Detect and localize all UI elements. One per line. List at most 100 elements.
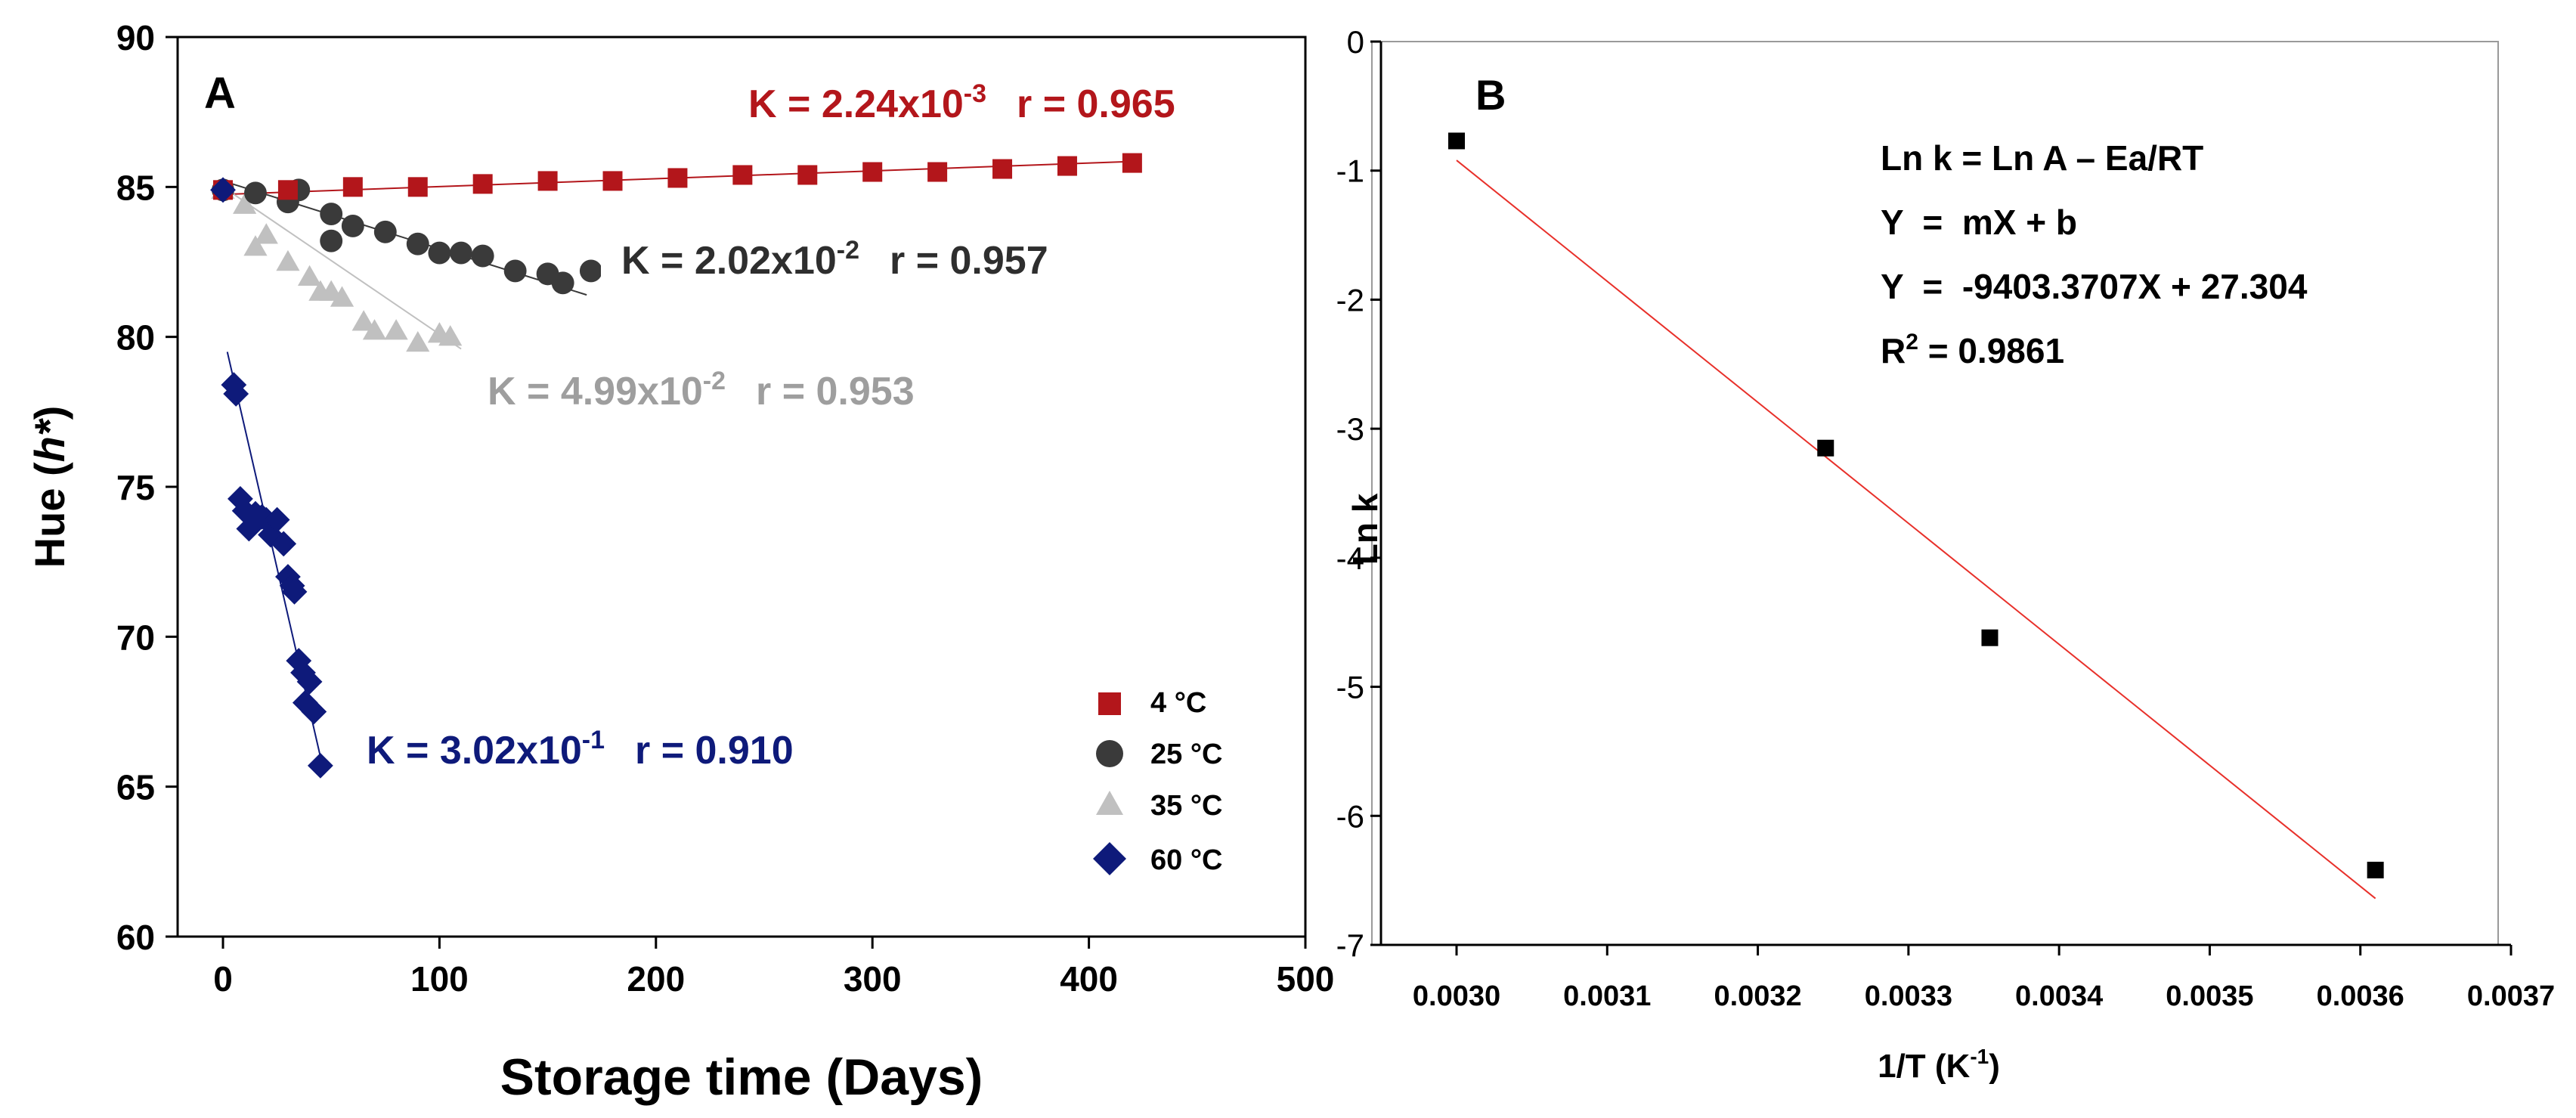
data-point-4-c (537, 171, 558, 191)
data-point-ln-k (1817, 439, 1834, 457)
data-point-25-c (551, 271, 574, 295)
y-tick-label: -1 (1336, 153, 1364, 189)
data-point-35-c (297, 265, 322, 286)
data-point-25-c (471, 244, 494, 268)
x-tick-label: 400 (1060, 959, 1118, 999)
equation-block: Ln k = Ln A – Ea/RT Y = mX + b Y = -9403… (1881, 138, 2308, 370)
data-point-4-c (1057, 156, 1077, 176)
data-point-60-c (307, 753, 333, 779)
y-tick-label: -5 (1336, 670, 1364, 705)
panel-b-fit-line (1456, 159, 2376, 900)
data-point-35-c (438, 325, 463, 346)
data-point-35-c (406, 331, 430, 352)
annotation-60c: K = 3.02x10-1 r = 0.910 (348, 714, 892, 779)
data-point-35-c (330, 286, 355, 307)
data-point-4-c (342, 177, 363, 197)
panel-b-x-axis-title: 1/T (K-1) (1878, 1045, 2000, 1085)
data-point-60-c (296, 668, 323, 695)
x-tick-label: 300 (844, 959, 902, 999)
annotation-4c: K = 2.24x10-3 r = 0.965 (722, 68, 1266, 132)
x-tick-label: 0.0035 (2166, 980, 2253, 1012)
y-tick-label: 80 (116, 318, 155, 358)
panel-a-x-axis-title: Storage time (Days) (500, 1048, 983, 1106)
x-tick-label: 0.0032 (1714, 980, 1801, 1012)
legend-label-60c: 60 °C (1150, 844, 1222, 876)
panel-b-axes: 0 -1 -2 -3 -4 -5 -6 -7 0.0030 0.0031 0.0032 0.0033 0… (1336, 24, 2555, 1012)
panel-b-data-points (1448, 132, 2384, 878)
data-point-4-c (407, 177, 428, 197)
data-point-60-c (301, 698, 327, 725)
data-point-4-c (602, 171, 623, 191)
data-point-25-c (450, 241, 472, 265)
data-point-60-c (210, 177, 236, 203)
data-point-25-c (320, 203, 343, 225)
annotation-60c-r: r = 0.910 (635, 729, 794, 773)
legend-marker-4c (1098, 692, 1121, 715)
series-60-c (210, 177, 333, 779)
data-point-60-c (264, 506, 290, 533)
data-point-60-c (223, 381, 249, 407)
data-point-25-c (341, 214, 364, 237)
data-point-4-c (797, 165, 818, 185)
annotation-25c-k: K = 2.02x10 (621, 239, 837, 283)
data-point-25-c (428, 241, 451, 265)
panel-b: 0 -1 -2 -3 -4 -5 -6 -7 0.0030 0.0031 0.0032 0.0033 0… (1336, 24, 2555, 1085)
equation-line-1: Ln k = Ln A – Ea/RT (1881, 138, 2203, 178)
annotation-35c: K = 4.99x10-2 r = 0.953 (469, 355, 1017, 422)
data-point-60-c (271, 531, 297, 557)
data-point-ln-k (1981, 629, 1999, 646)
panel-a-label: A (204, 69, 236, 118)
data-point-25-c (244, 181, 267, 205)
annotation-35c-r: r = 0.953 (756, 370, 915, 413)
svg-text:K = 2.02x10-2r = 0.957: K = 2.02x10-2 r = 0.957 (621, 236, 1048, 283)
annotation-4c-r: r = 0.965 (1017, 82, 1175, 126)
x-tick-label: 0.0036 (2317, 980, 2404, 1012)
fit-line-35-c (222, 186, 462, 350)
equation-line-3: Y = -9403.3707X + 27.304 (1881, 267, 2308, 306)
data-point-4-c (862, 162, 883, 182)
panel-a: 0 100 200 300 400 500 60 65 70 75 80 85 90 A K = 2.2… (26, 18, 1334, 1106)
y-tick-label: 75 (116, 468, 155, 507)
data-point-25-c (373, 220, 397, 243)
legend-label-25c: 25 °C (1150, 739, 1222, 770)
data-point-ln-k (2367, 861, 2384, 878)
data-point-35-c (351, 310, 376, 331)
panel-a-legend: 4 °C 25 °C 35 °C 60 °C (1093, 687, 1222, 876)
y-tick-label: 0 (1347, 24, 1364, 60)
legend-marker-25c (1096, 740, 1123, 767)
y-tick-label: 70 (116, 618, 155, 657)
data-point-60-c (281, 578, 308, 605)
legend-label-4c: 4 °C (1150, 687, 1206, 719)
data-point-35-c (254, 223, 278, 244)
legend-marker-60c (1093, 842, 1126, 875)
panel-a-data-points (210, 153, 1142, 779)
data-point-35-c (243, 235, 268, 256)
data-point-25-c (579, 259, 602, 283)
annotation-60c-k: K = 3.02x10 (367, 729, 582, 773)
data-point-4-c (277, 180, 298, 200)
series-35-c (211, 178, 463, 352)
data-point-4-c (1122, 153, 1142, 173)
annotation-4c-k: K = 2.24x10 (748, 82, 964, 126)
equation-line-2: Y = mX + b (1881, 203, 2077, 242)
svg-text:K = 4.99x10-2r = 0.953: K = 4.99x10-2 r = 0.953 (488, 367, 915, 413)
y-tick-label: 85 (116, 168, 155, 207)
data-point-4-c (667, 168, 688, 188)
legend-label-35c: 35 °C (1150, 790, 1222, 822)
x-tick-label: 0.0030 (1413, 980, 1500, 1012)
data-point-4-c (927, 162, 948, 182)
legend-marker-35c (1096, 791, 1123, 815)
panel-b-label: B (1475, 71, 1506, 119)
panel-b-plot-frame (1371, 41, 2499, 946)
y-tick-label: 60 (116, 918, 155, 957)
annotation-25c-k-exp: -2 (837, 236, 859, 265)
x-tick-label: 0.0031 (1563, 980, 1651, 1012)
y-tick-label: -6 (1336, 798, 1364, 834)
svg-text:K = 3.02x10-1r = 0.910: K = 3.02x10-1 r = 0.910 (367, 726, 794, 773)
panel-a-y-axis-title: Hue (h*) (26, 406, 73, 568)
data-point-4-c (472, 174, 493, 194)
data-point-4-c (992, 159, 1013, 179)
panel-a-axes: 0 100 200 300 400 500 60 65 70 75 80 85 90 (116, 18, 1335, 999)
data-point-25-c (503, 259, 527, 283)
